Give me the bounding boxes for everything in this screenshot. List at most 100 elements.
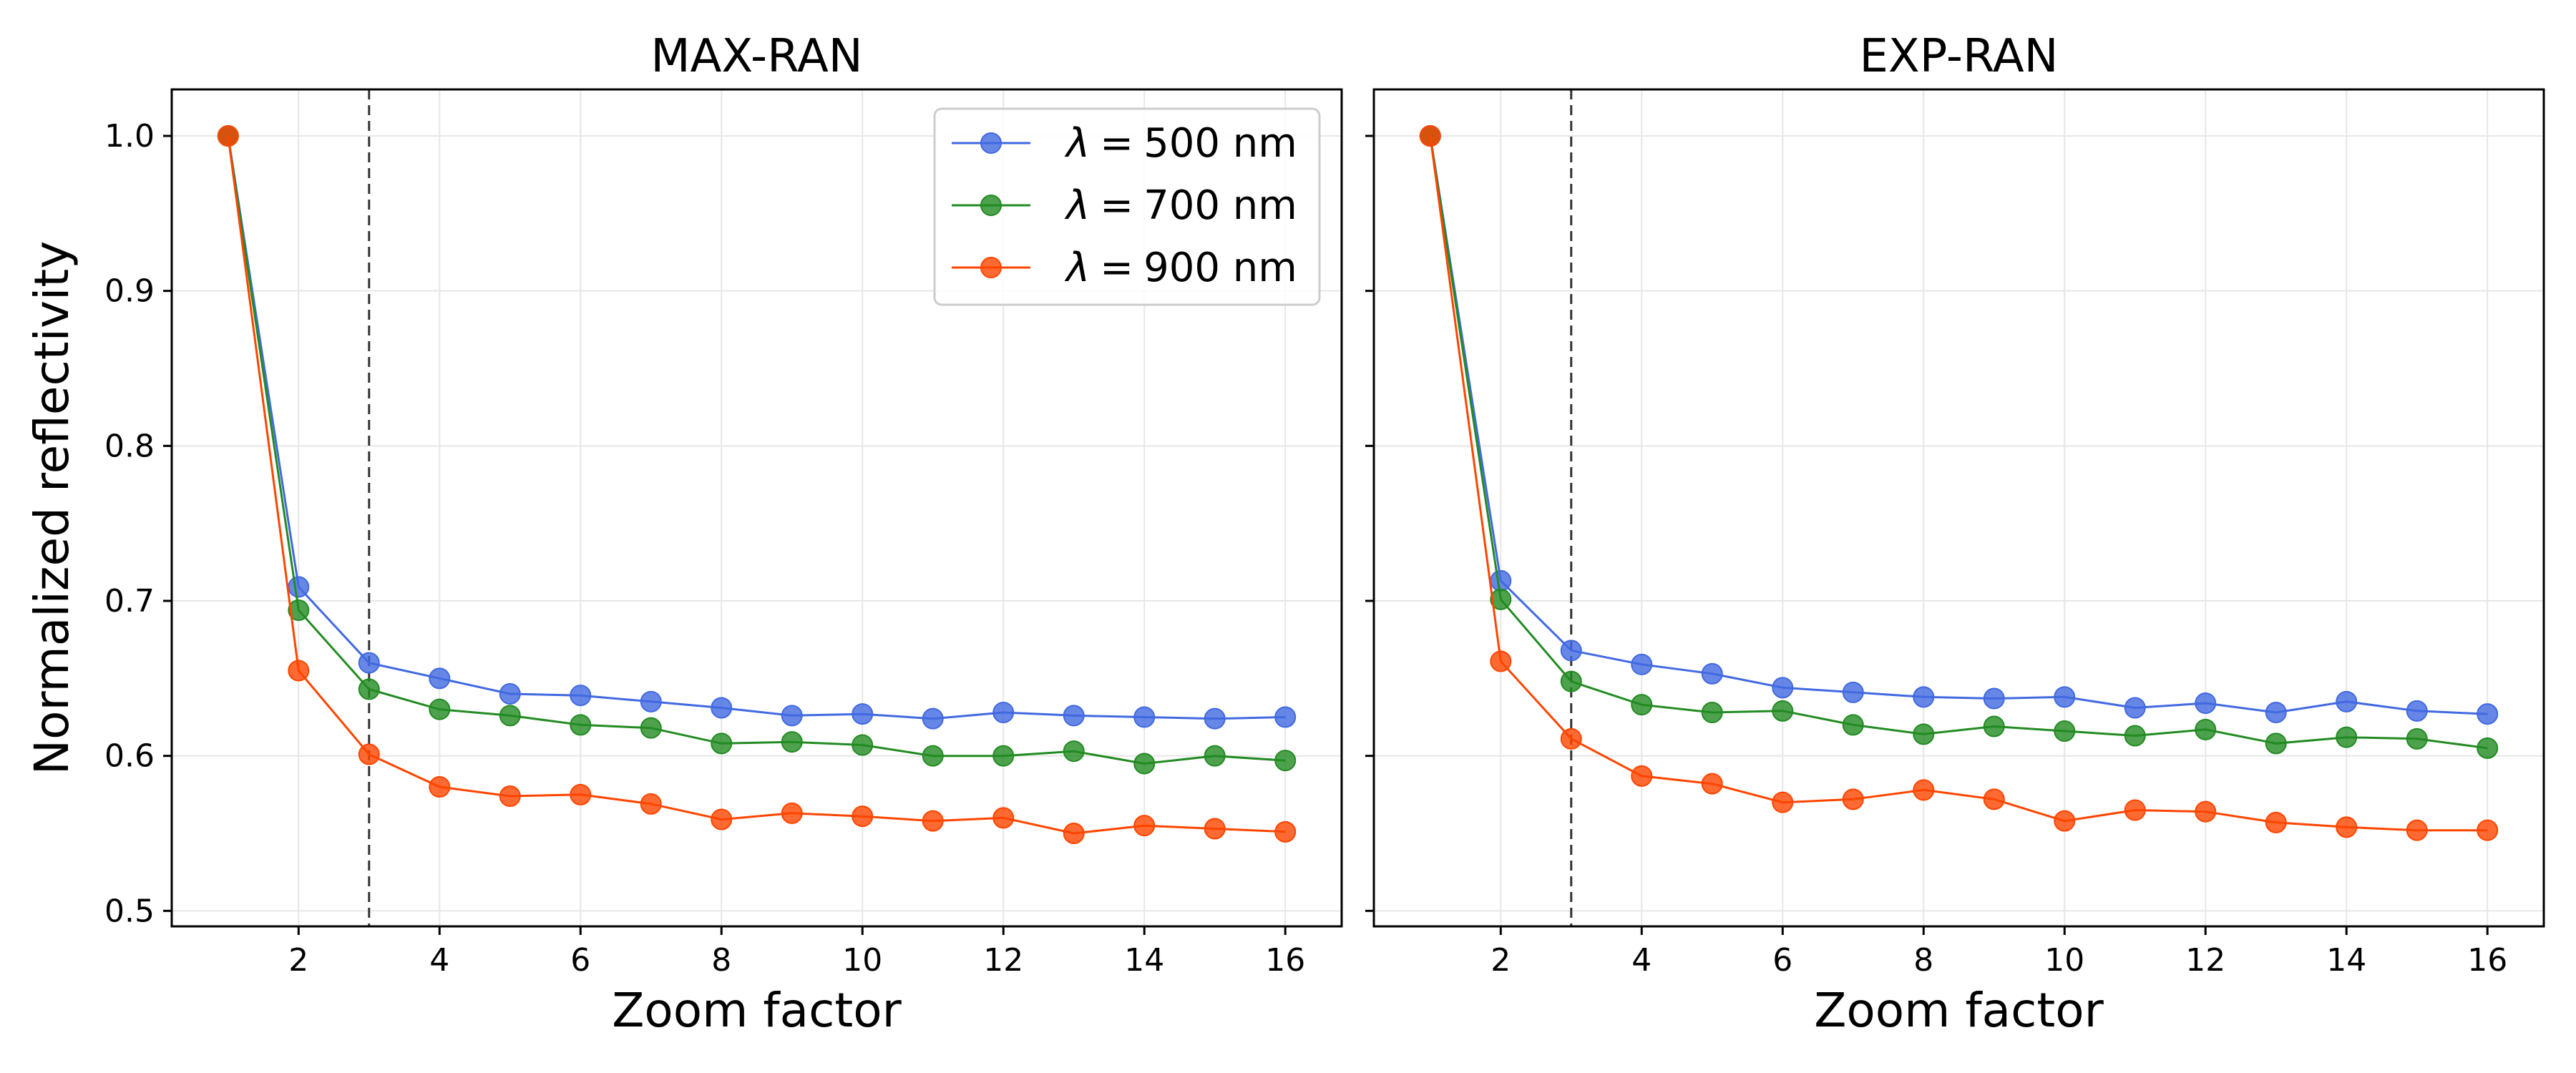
data-point bbox=[1274, 820, 1297, 843]
x-axis-label: Zoom factor bbox=[1814, 983, 2104, 1038]
data-point bbox=[1772, 700, 1794, 722]
x-tick-label: 8 bbox=[711, 942, 731, 979]
data-point bbox=[781, 802, 803, 824]
y-tick-label: 1.0 bbox=[104, 118, 155, 155]
series-line bbox=[227, 135, 1286, 835]
panel-exp-ran: 2 4 6 8 10 12 14 16 EXP-RAN Zoom factor bbox=[1365, 30, 2545, 1038]
data-point bbox=[2054, 720, 2076, 742]
data-point bbox=[640, 717, 662, 739]
legend-value: 500 nm bbox=[1143, 120, 1297, 167]
data-point bbox=[852, 703, 874, 725]
data-point bbox=[2195, 692, 2217, 714]
x-tick-label: 16 bbox=[1265, 942, 1305, 979]
x-tick-label: 10 bbox=[842, 942, 882, 979]
data-point bbox=[499, 705, 521, 727]
data-point bbox=[499, 683, 521, 705]
data-point bbox=[640, 690, 662, 712]
data-point bbox=[1063, 823, 1085, 844]
data-point bbox=[1133, 815, 1156, 837]
x-tick-label: 14 bbox=[1124, 942, 1164, 979]
series-line bbox=[227, 135, 1286, 765]
data-point bbox=[1133, 706, 1156, 728]
legend-label: λ = 700 nm bbox=[1064, 182, 1297, 229]
axis-ticks: 2 4 6 8 10 12 14 16 bbox=[1365, 134, 2507, 979]
legend-equals: = bbox=[1100, 120, 1133, 167]
data-point bbox=[992, 745, 1015, 767]
data-point bbox=[1490, 588, 1512, 610]
data-point bbox=[288, 576, 310, 598]
series bbox=[1419, 125, 2499, 725]
legend-symbol: λ bbox=[1064, 120, 1090, 167]
series bbox=[1419, 125, 2499, 841]
data-point bbox=[499, 785, 521, 807]
series bbox=[217, 125, 1297, 730]
data-point bbox=[711, 697, 733, 719]
data-point bbox=[781, 731, 803, 753]
legend-entry: λ = 900 nm bbox=[952, 245, 1297, 291]
data-point bbox=[2054, 810, 2076, 832]
x-tick-label: 12 bbox=[2185, 942, 2225, 979]
legend-label: λ = 900 nm bbox=[1064, 245, 1297, 291]
y-tick-label: 0.6 bbox=[104, 738, 155, 775]
data-point bbox=[2265, 702, 2287, 723]
data-point bbox=[2406, 700, 2428, 722]
data-point bbox=[2336, 726, 2358, 748]
data-point bbox=[2265, 811, 2287, 833]
x-tick-label: 2 bbox=[288, 942, 308, 979]
x-tick-label: 2 bbox=[1491, 942, 1511, 979]
data-point bbox=[1631, 694, 1653, 716]
y-tick-label: 0.7 bbox=[104, 583, 155, 619]
data-point bbox=[2477, 737, 2499, 759]
data-point bbox=[1490, 569, 1512, 592]
data-point bbox=[2477, 819, 2499, 841]
data-point bbox=[2195, 718, 2217, 740]
legend-symbol: λ bbox=[1064, 182, 1090, 229]
data-point bbox=[1842, 714, 1864, 736]
data-point bbox=[2336, 690, 2358, 712]
x-tick-label: 8 bbox=[1913, 942, 1933, 979]
data-point bbox=[1842, 788, 1864, 810]
data-point bbox=[1913, 779, 1935, 801]
data-point bbox=[640, 793, 662, 815]
legend-label: λ = 500 nm bbox=[1064, 120, 1297, 167]
data-point bbox=[1560, 640, 1582, 662]
x-tick-label: 4 bbox=[1631, 942, 1652, 979]
y-axis-label: Normalized reflectivity bbox=[24, 241, 79, 775]
series-line bbox=[1429, 135, 2488, 750]
series-line bbox=[1429, 135, 2488, 715]
data-point bbox=[2406, 819, 2428, 841]
data-point bbox=[2054, 686, 2076, 708]
legend-symbol: λ bbox=[1064, 245, 1090, 291]
data-point bbox=[1063, 740, 1085, 763]
data-point bbox=[358, 652, 380, 674]
legend-marker bbox=[980, 132, 1002, 154]
data-point bbox=[2124, 799, 2146, 821]
series-line bbox=[227, 135, 1286, 720]
plot-frame bbox=[170, 88, 1343, 928]
legend-value: 700 nm bbox=[1143, 182, 1297, 229]
series-group bbox=[1419, 125, 2499, 841]
data-point bbox=[2195, 800, 2217, 823]
data-point bbox=[1133, 753, 1156, 775]
data-point bbox=[2124, 725, 2146, 747]
grid-lines bbox=[1374, 89, 2544, 926]
data-point bbox=[2406, 727, 2428, 750]
data-point bbox=[288, 660, 310, 682]
legend-marker bbox=[980, 257, 1002, 278]
panel-title: MAX-RAN bbox=[650, 30, 862, 83]
data-point bbox=[1274, 706, 1297, 728]
data-point bbox=[1842, 681, 1864, 703]
data-point bbox=[1274, 750, 1297, 772]
data-point bbox=[1701, 662, 1723, 685]
x-tick-label: 6 bbox=[570, 942, 590, 979]
data-point bbox=[1419, 125, 1441, 147]
axis-ticks: 2 4 6 8 10 12 14 16 0.5 0.6 0.7 0.8 0.9 1.0 bbox=[104, 118, 1305, 979]
data-point bbox=[1701, 773, 1723, 795]
data-point bbox=[570, 685, 592, 707]
x-tick-label: 14 bbox=[2326, 942, 2366, 979]
legend-box bbox=[933, 107, 1321, 306]
data-point bbox=[2477, 703, 2499, 725]
data-point bbox=[1983, 715, 2005, 738]
data-point bbox=[711, 733, 733, 755]
data-point bbox=[1983, 687, 2005, 710]
